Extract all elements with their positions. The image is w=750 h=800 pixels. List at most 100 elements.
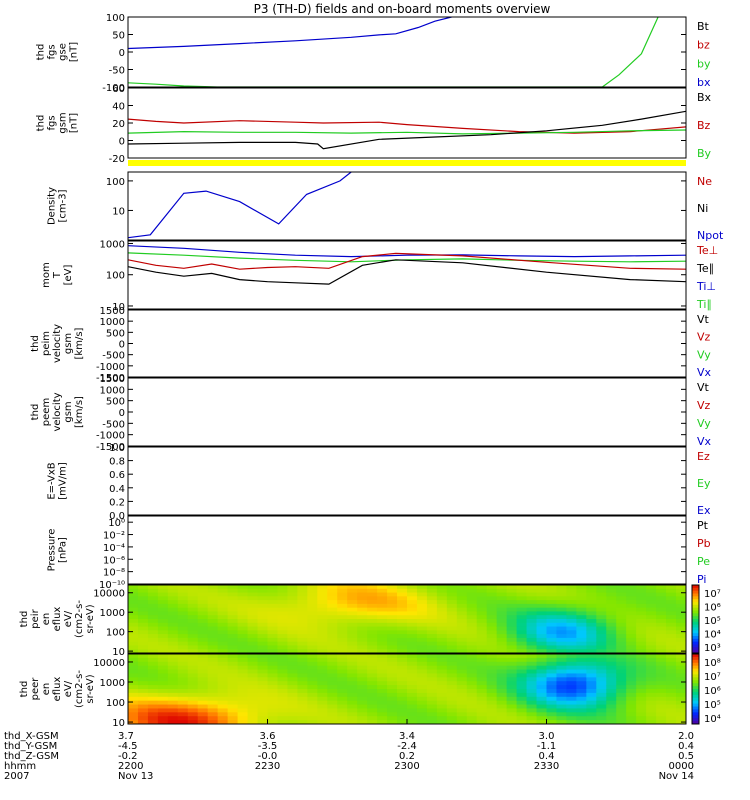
colorbar-swatch — [692, 624, 699, 628]
heatmap-cell — [407, 607, 418, 613]
y-tick-label: -1500 — [96, 373, 125, 384]
heatmap-cell — [426, 619, 438, 624]
heatmap-cell — [167, 603, 179, 609]
heatmap-cell — [377, 685, 388, 690]
y-axis-label: gsm — [63, 333, 74, 354]
heatmap-cell — [337, 685, 348, 690]
heatmap-cell — [486, 634, 498, 639]
heatmap-cell — [476, 716, 488, 721]
heatmap-cell — [307, 677, 318, 682]
heatmap-cell — [147, 689, 159, 694]
heatmap-cell — [486, 677, 498, 682]
heatmap-cell — [526, 619, 538, 624]
heatmap-cell — [426, 637, 438, 643]
heatmap-cell — [526, 696, 538, 702]
heatmap-cell — [516, 607, 528, 613]
y-tick-label: -1000 — [96, 431, 125, 442]
y-tick-label: 10⁻¹⁰ — [99, 580, 125, 591]
heatmap-cell — [227, 685, 239, 690]
heatmap-cell — [446, 669, 458, 675]
heatmap-cell — [207, 622, 219, 628]
heatmap-cell — [207, 689, 219, 694]
y-axis-label: eflux — [52, 607, 63, 632]
heatmap-cell — [546, 720, 558, 724]
y-tick-label: 10 — [112, 302, 125, 313]
heatmap-cell — [486, 630, 498, 635]
heatmap-cell — [397, 600, 408, 605]
heatmap-cell — [307, 654, 318, 659]
heatmap-cell — [337, 596, 348, 601]
heatmap-cell — [646, 630, 657, 635]
heatmap-cell — [257, 696, 269, 702]
heatmap-cell — [217, 661, 229, 667]
heatmap-cell — [626, 669, 637, 675]
heatmap-cell — [536, 712, 548, 717]
heatmap-cell — [207, 645, 219, 650]
heatmap-cell — [646, 615, 657, 620]
y-tick-label: 10 — [112, 206, 125, 217]
heatmap-cell — [516, 592, 528, 597]
heatmap-cell — [646, 637, 657, 643]
heatmap-cell — [486, 708, 498, 713]
heatmap-cell — [317, 596, 328, 601]
heatmap-cell — [416, 622, 428, 628]
heatmap-cell — [357, 692, 368, 698]
heatmap-cell — [606, 720, 617, 724]
heatmap-cell — [227, 665, 239, 671]
colorbar-tick-label: 10⁶ — [704, 603, 721, 614]
heatmap-cell — [297, 592, 308, 597]
heatmap-cell — [546, 622, 558, 628]
y-tick-label: 1500 — [100, 306, 125, 317]
heatmap-cell — [167, 685, 179, 690]
heatmap-cell — [646, 626, 657, 631]
y-axis-label: peir — [30, 608, 41, 628]
heatmap-cell — [227, 622, 239, 628]
heatmap-cell — [277, 685, 289, 690]
heatmap-cell — [187, 720, 199, 724]
heatmap-cell — [337, 681, 348, 686]
heatmap-cell — [387, 592, 398, 597]
heatmap-cell — [426, 645, 438, 650]
heatmap-cell — [626, 657, 637, 663]
heatmap-cell — [546, 700, 558, 706]
heatmap-cell — [546, 645, 558, 650]
heatmap-cell — [516, 696, 528, 702]
heatmap-cell — [327, 692, 338, 698]
heatmap-cell — [128, 630, 139, 635]
heatmap-cell — [456, 607, 468, 613]
heatmap-cell — [436, 704, 448, 710]
heatmap-cell — [446, 592, 458, 597]
heatmap-cell — [566, 637, 577, 643]
heatmap-cell — [516, 622, 528, 628]
heatmap-cell — [387, 716, 398, 721]
heatmap-cell — [227, 634, 239, 639]
heatmap-cell — [397, 720, 408, 724]
heatmap-cell — [616, 645, 627, 650]
heatmap-cell — [247, 689, 259, 694]
heatmap-cell — [466, 588, 478, 594]
y-axis-label: [km/s] — [74, 327, 85, 359]
heatmap-cell — [347, 720, 358, 724]
heatmap-cell — [466, 626, 478, 631]
heatmap-cell — [456, 692, 468, 698]
heatmap-cell — [267, 692, 279, 698]
heatmap-cell — [167, 588, 179, 594]
heatmap-cell — [397, 641, 408, 647]
heatmap-cell — [556, 600, 568, 605]
heatmap-cell — [237, 637, 249, 643]
heatmap-cell — [456, 611, 468, 616]
heatmap-cell — [576, 704, 587, 710]
heatmap-cell — [436, 661, 448, 667]
heatmap-cell — [566, 622, 577, 628]
heatmap-cell — [486, 665, 498, 671]
heatmap-cell — [157, 716, 169, 721]
heatmap-cell — [476, 696, 488, 702]
heatmap-cell — [576, 626, 587, 631]
heatmap-cell — [128, 592, 139, 597]
heatmap-cell — [147, 677, 159, 682]
heatmap-cell — [656, 677, 667, 682]
heatmap-cell — [416, 657, 428, 663]
heatmap-cell — [436, 603, 448, 609]
heatmap-cell — [466, 696, 478, 702]
heatmap-cell — [646, 681, 657, 686]
